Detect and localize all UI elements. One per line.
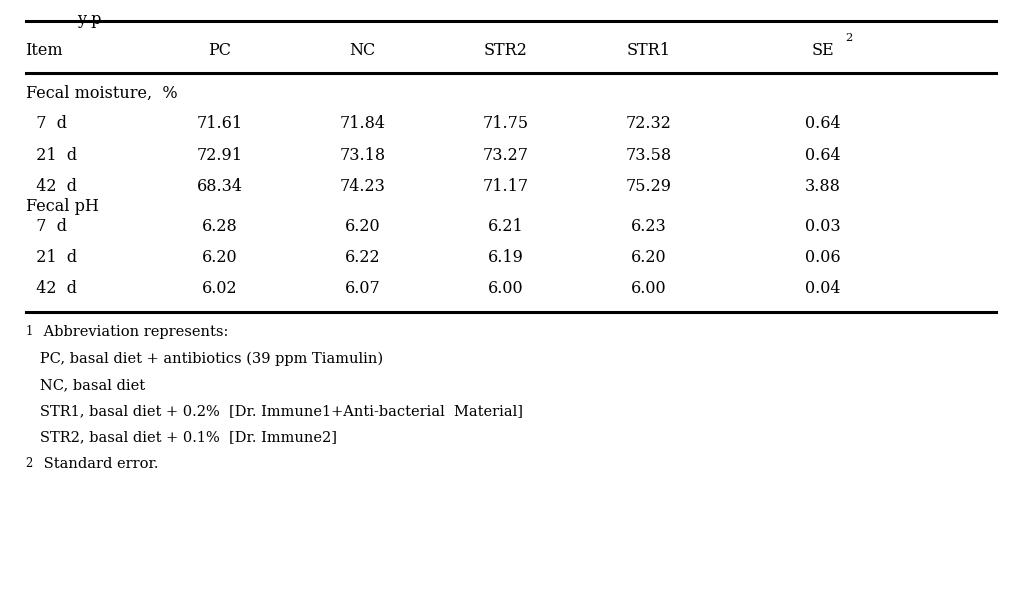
Text: 71.75: 71.75 [482, 115, 529, 132]
Text: 1: 1 [26, 325, 33, 338]
Text: 6.20: 6.20 [202, 250, 237, 266]
Text: 75.29: 75.29 [625, 178, 672, 195]
Text: 0.64: 0.64 [805, 147, 840, 164]
Text: 6.28: 6.28 [202, 218, 237, 235]
Text: y p: y p [77, 11, 101, 27]
Text: 7  d: 7 d [26, 115, 66, 132]
Text: PC, basal diet + antibiotics (39 ppm Tiamulin): PC, basal diet + antibiotics (39 ppm Tia… [26, 352, 382, 366]
Text: 0.06: 0.06 [805, 250, 840, 266]
Text: 6.21: 6.21 [489, 218, 523, 235]
Text: 73.27: 73.27 [482, 147, 529, 164]
Text: 2: 2 [26, 457, 33, 470]
Text: STR1, basal diet + 0.2%  [Dr. Immune1+Anti-bacterial  Material]: STR1, basal diet + 0.2% [Dr. Immune1+Ant… [26, 404, 522, 418]
Text: 72.32: 72.32 [626, 115, 671, 132]
Text: 72.91: 72.91 [196, 147, 243, 164]
Text: 2: 2 [845, 33, 852, 42]
Text: 21  d: 21 d [26, 147, 77, 164]
Text: 6.19: 6.19 [487, 250, 524, 266]
Text: 0.04: 0.04 [805, 281, 840, 297]
Text: Fecal moisture,  %: Fecal moisture, % [26, 85, 177, 102]
Text: 3.88: 3.88 [804, 178, 841, 195]
Text: STR2, basal diet + 0.1%  [Dr. Immune2]: STR2, basal diet + 0.1% [Dr. Immune2] [26, 430, 336, 444]
Text: 6.20: 6.20 [345, 218, 380, 235]
Text: STR1: STR1 [626, 42, 671, 59]
Text: 68.34: 68.34 [196, 178, 243, 195]
Text: 73.58: 73.58 [625, 147, 672, 164]
Text: Item: Item [26, 42, 63, 59]
Text: 71.61: 71.61 [196, 115, 243, 132]
Text: 6.00: 6.00 [632, 281, 666, 297]
Text: NC, basal diet: NC, basal diet [26, 378, 145, 392]
Text: PC: PC [208, 42, 231, 59]
Text: SE: SE [811, 42, 834, 59]
Text: 73.18: 73.18 [339, 147, 386, 164]
Text: 0.03: 0.03 [805, 218, 840, 235]
Text: 71.17: 71.17 [482, 178, 529, 195]
Text: Abbreviation represents:: Abbreviation represents: [39, 325, 228, 339]
Text: 6.07: 6.07 [345, 281, 380, 297]
Text: 6.22: 6.22 [345, 250, 380, 266]
Text: 74.23: 74.23 [340, 178, 385, 195]
Text: STR2: STR2 [484, 42, 527, 59]
Text: Fecal pH: Fecal pH [26, 198, 98, 215]
Text: 42  d: 42 d [26, 281, 77, 297]
Text: 6.00: 6.00 [489, 281, 523, 297]
Text: 7  d: 7 d [26, 218, 66, 235]
Text: 42  d: 42 d [26, 178, 77, 195]
Text: NC: NC [350, 42, 376, 59]
Text: Standard error.: Standard error. [39, 457, 158, 470]
Text: 6.23: 6.23 [632, 218, 666, 235]
Text: 6.20: 6.20 [632, 250, 666, 266]
Text: 71.84: 71.84 [339, 115, 386, 132]
Text: 6.02: 6.02 [202, 281, 237, 297]
Text: 21  d: 21 d [26, 250, 77, 266]
Text: 0.64: 0.64 [805, 115, 840, 132]
